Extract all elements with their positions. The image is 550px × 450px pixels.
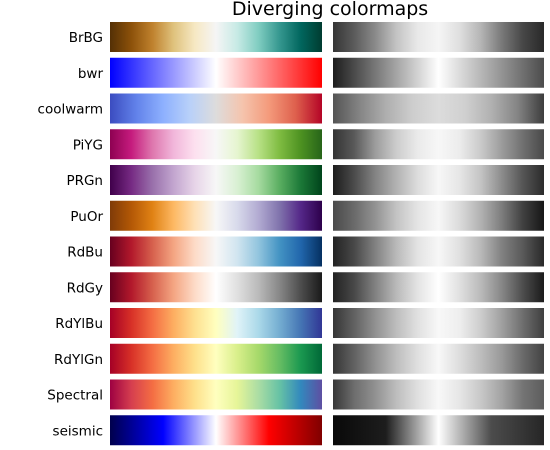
colormap-bar-bwr: [110, 57, 322, 88]
grayscale-bar-seismic: [333, 415, 544, 446]
grayscale-bar-rdgy: [333, 272, 544, 303]
colormap-row-rdgy: RdGy: [67, 272, 544, 303]
colormap-row-rdylgn: RdYlGn: [54, 343, 544, 374]
grayscale-bar-rdylgn: [333, 343, 544, 374]
colormap-row-bwr: bwr: [78, 57, 544, 88]
colormap-label-spectral: Spectral: [47, 388, 103, 404]
colormap-label-puor: PuOr: [70, 209, 103, 225]
colormap-row-prgn: PRGn: [66, 165, 544, 195]
grayscale-bar-brbg: [333, 22, 544, 52]
grayscale-bar-coolwarm: [333, 93, 544, 124]
colormap-label-rdbu: RdBu: [67, 245, 103, 261]
colormap-bar-prgn: [110, 165, 322, 195]
colormap-label-rdylgn: RdYlGn: [54, 352, 103, 368]
grayscale-bar-prgn: [333, 165, 544, 195]
grayscale-bar-bwr: [333, 57, 544, 88]
colormap-bar-rdylgn: [110, 343, 322, 374]
colormap-bar-rdgy: [110, 272, 322, 303]
colormap-row-puor: PuOr: [70, 200, 544, 231]
colormap-row-coolwarm: coolwarm: [38, 93, 544, 124]
grayscale-bar-puor: [333, 200, 544, 231]
colormap-label-rdgy: RdGy: [67, 280, 103, 296]
grayscale-bar-rdylbu: [333, 308, 544, 338]
colormap-row-piyg: PiYG: [73, 129, 544, 160]
colormap-label-rdylbu: RdYlBu: [55, 316, 103, 332]
colormap-bar-puor: [110, 200, 322, 231]
colormap-row-spectral: Spectral: [47, 379, 544, 410]
colormap-label-piyg: PiYG: [73, 137, 103, 153]
colormap-label-brbg: BrBG: [69, 30, 103, 46]
colormap-label-coolwarm: coolwarm: [38, 102, 103, 118]
grayscale-bar-piyg: [333, 129, 544, 160]
colormap-label-bwr: bwr: [78, 66, 104, 82]
colormap-rows: BrBG bwr coolwarm PiYG PRGn PuOr RdBu RdGy RdYlB…: [38, 22, 544, 446]
colormap-bar-rdylbu: [110, 308, 322, 338]
colormap-bar-rdbu: [110, 236, 322, 267]
colormap-row-seismic: seismic: [53, 415, 544, 446]
colormap-row-rdbu: RdBu: [67, 236, 544, 267]
colormap-bar-brbg: [110, 22, 322, 52]
colormap-row-rdylbu: RdYlBu: [55, 308, 544, 338]
grayscale-bar-rdbu: [333, 236, 544, 267]
colormap-bar-spectral: [110, 379, 322, 410]
colormap-bar-coolwarm: [110, 93, 322, 124]
colormap-row-brbg: BrBG: [69, 22, 544, 52]
colormap-label-seismic: seismic: [53, 423, 103, 439]
colormap-bar-piyg: [110, 129, 322, 160]
colormap-label-prgn: PRGn: [66, 173, 103, 189]
colormap-bar-seismic: [110, 415, 322, 446]
chart-title: Diverging colormaps: [232, 0, 428, 20]
grayscale-bar-spectral: [333, 379, 544, 410]
